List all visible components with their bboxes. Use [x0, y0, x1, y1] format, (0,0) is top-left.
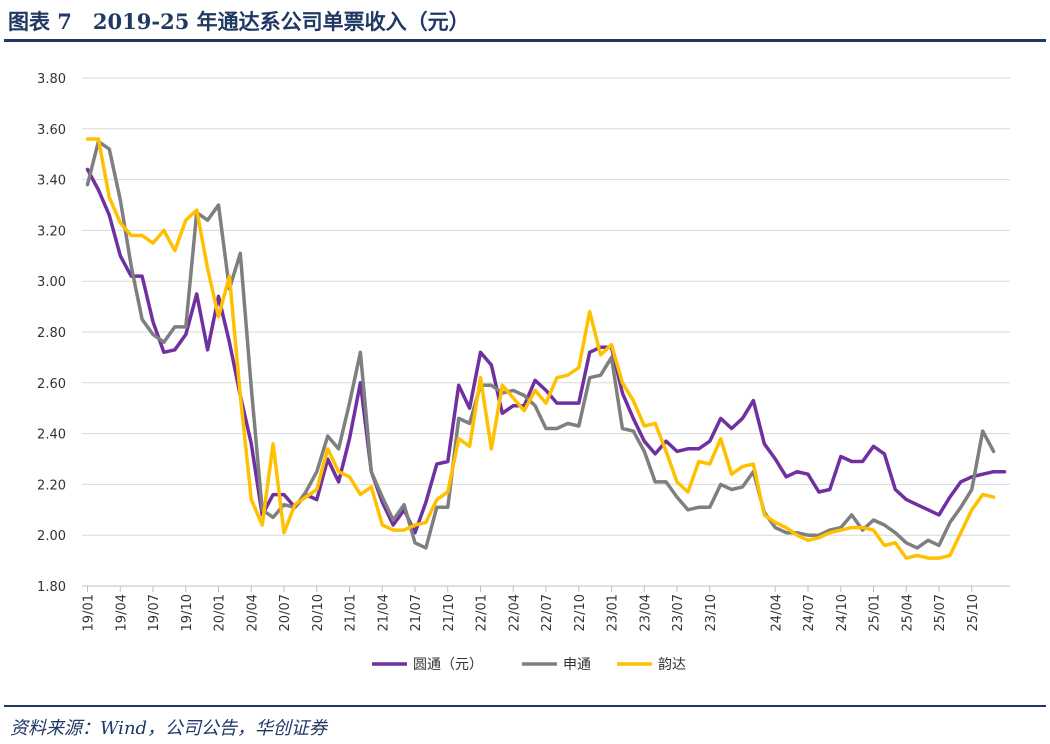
y-tick-label: 3.00 — [37, 275, 66, 290]
y-tick-label: 3.40 — [37, 174, 66, 189]
y-tick-label: 2.20 — [37, 478, 66, 493]
y-tick-label: 2.00 — [37, 529, 66, 544]
legend-label: 圆通（元） — [413, 657, 483, 673]
series-line — [85, 137, 996, 560]
x-tick-label: 21/01 — [344, 594, 359, 631]
x-tick-label: 19/04 — [114, 594, 129, 631]
y-axis-ticks: 1.80 2.00 2.20 2.40 2.60 2.80 3.00 3.20 3.40 3.60… — [37, 72, 66, 595]
x-tick-label: 20/01 — [213, 594, 228, 631]
x-axis: 19/01 19/04 19/07 19/10 20/01 20/04 20/07 20/10… — [82, 585, 1010, 631]
source-note: 资料来源：Wind，公司公告，华创证券 — [10, 718, 328, 739]
y-tick-label: 3.80 — [37, 72, 66, 87]
y-tick-label: 3.60 — [37, 123, 66, 138]
x-tick-label: 25/04 — [900, 594, 915, 631]
x-tick-label: 23/04 — [638, 594, 653, 631]
y-gridlines — [82, 77, 1010, 536]
y-tick-label: 1.80 — [37, 580, 66, 595]
series-line — [85, 167, 1007, 535]
legend: 圆通（元） 申通 韵达 — [372, 657, 686, 673]
y-tick-label: 2.40 — [37, 428, 66, 443]
x-tick-label: 19/10 — [180, 594, 195, 631]
title-rule — [4, 39, 1046, 42]
legend-label: 申通 — [563, 657, 591, 673]
legend-label: 韵达 — [658, 657, 686, 673]
x-tick-label: 21/10 — [442, 594, 457, 631]
x-tick-label: 21/07 — [409, 594, 424, 631]
x-tick-label: 25/01 — [868, 594, 883, 631]
x-tick-label: 23/10 — [704, 594, 719, 631]
x-tick-label: 22/10 — [573, 594, 588, 631]
x-tick-label: 25/07 — [933, 594, 948, 631]
series-lines — [85, 137, 1007, 560]
y-tick-label: 3.20 — [37, 224, 66, 239]
x-tick-label: 19/01 — [82, 594, 97, 631]
y-tick-label: 2.80 — [37, 326, 66, 341]
series-line — [85, 139, 996, 550]
line-chart: 1.80 2.00 2.20 2.40 2.60 2.80 3.00 3.20 3.40 3.60… — [37, 72, 1010, 673]
x-tick-label: 24/04 — [769, 594, 784, 631]
x-tick-label: 22/07 — [540, 594, 555, 631]
y-tick-label: 2.60 — [37, 377, 66, 392]
x-tick-label: 22/04 — [507, 594, 522, 631]
x-tick-label: 21/04 — [376, 594, 391, 631]
x-tick-label: 20/10 — [311, 594, 326, 631]
x-tick-label: 20/04 — [245, 594, 260, 631]
x-tick-label: 24/10 — [835, 594, 850, 631]
x-tick-label: 25/10 — [966, 594, 981, 631]
chart-title: 图表 7 2019-25 年通达系公司单票收入（元） — [8, 9, 470, 34]
x-tick-label: 23/07 — [671, 594, 686, 631]
footer-rule — [4, 705, 1046, 707]
x-tick-label: 24/07 — [802, 594, 817, 631]
x-tick-label: 19/07 — [147, 594, 162, 631]
x-tick-label: 20/07 — [278, 594, 293, 631]
x-tick-label: 23/01 — [606, 594, 621, 631]
x-tick-label: 22/01 — [475, 594, 490, 631]
